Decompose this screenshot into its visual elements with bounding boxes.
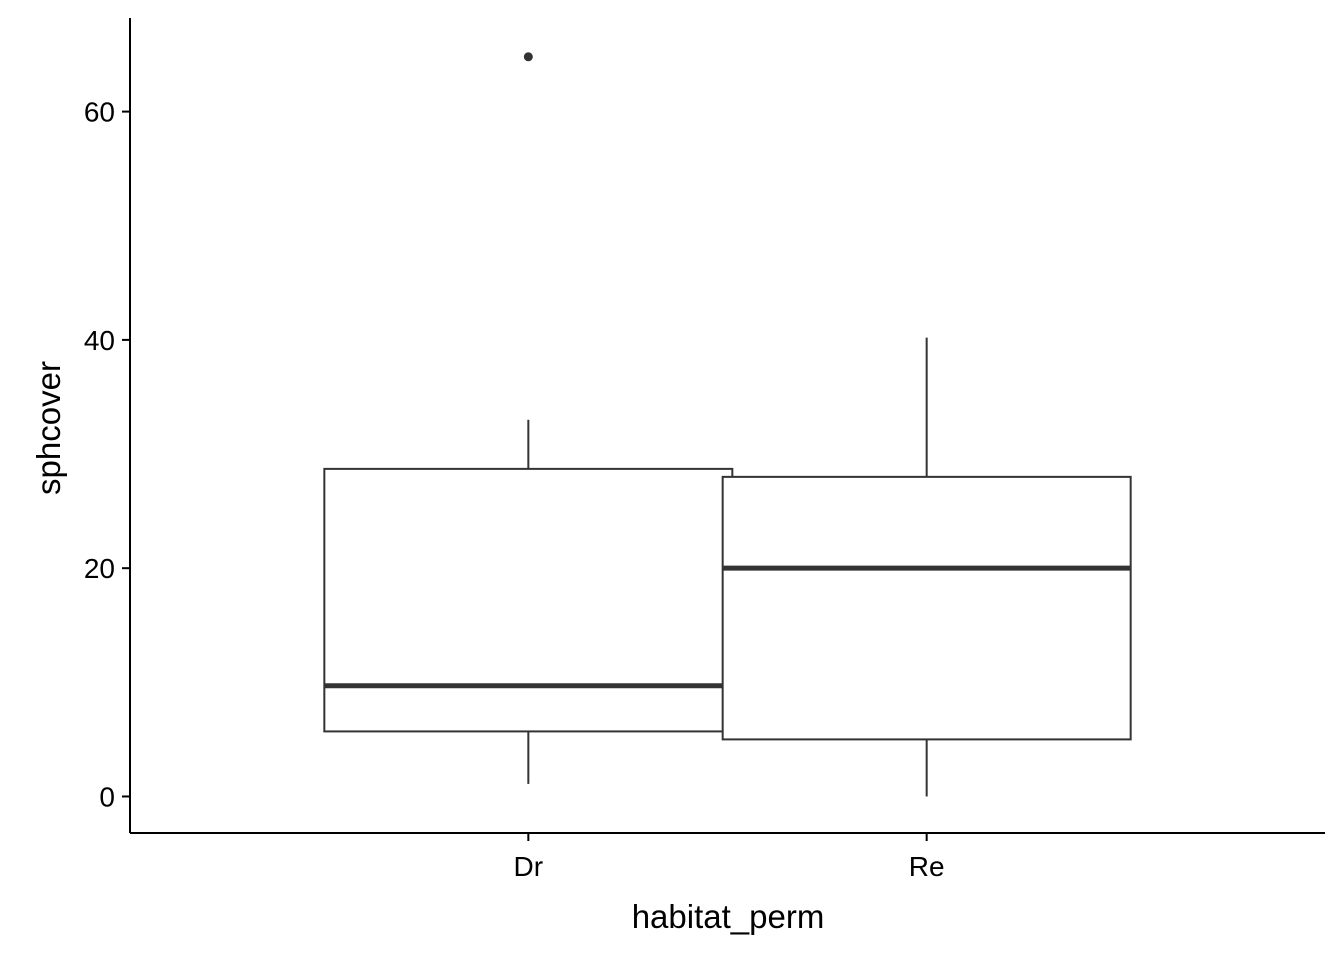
y-tick-label: 0 (99, 781, 115, 812)
outlier-point-dr (523, 52, 533, 62)
x-axis-title: habitat_perm (632, 898, 825, 935)
x-tick-label-re: Re (909, 851, 945, 882)
y-tick-label: 60 (84, 97, 115, 128)
y-axis-title: sphcover (30, 361, 67, 495)
plot-area (323, 52, 1132, 797)
x-tick-label-dr: Dr (514, 851, 544, 882)
y-tick-label: 20 (84, 553, 115, 584)
axes: 0 20 40 60 Dr Re (84, 18, 1325, 882)
y-tick-label: 40 (84, 325, 115, 356)
box-dr (323, 467, 734, 733)
box-re (721, 475, 1132, 741)
